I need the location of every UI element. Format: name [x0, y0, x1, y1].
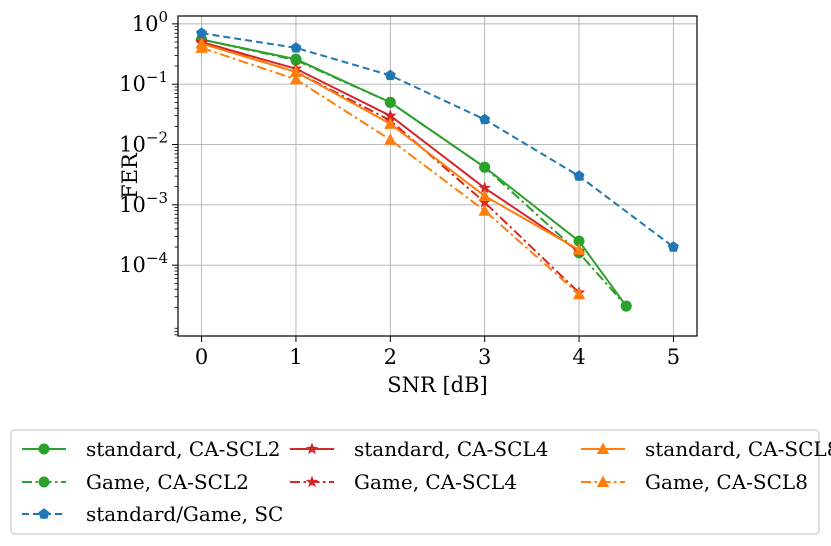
legend-item: standard, CA-SCL2 [22, 437, 280, 461]
legend-label: Game, CA-SCL4 [354, 470, 517, 494]
y-tick-label: 10−1 [119, 68, 168, 96]
plot-area-frame [177, 15, 698, 337]
data-point [572, 287, 586, 300]
y-tick-label: 10−3 [119, 189, 168, 217]
legend-item: Game, CA-SCL4 [290, 470, 517, 494]
data-point [572, 243, 586, 255]
legend-marker [38, 443, 50, 455]
data-point [289, 65, 303, 77]
data-point [290, 54, 302, 66]
series-standard-game-sc [196, 27, 679, 252]
legend-item: Game, CA-SCL2 [22, 470, 249, 494]
series-line [201, 38, 627, 307]
legend-marker [305, 475, 319, 488]
x-axis-label: SNR [dB] [387, 373, 488, 397]
x-tick-label: 0 [195, 345, 208, 369]
y-tick-label: 10−4 [119, 249, 168, 277]
legend-marker [596, 442, 610, 454]
series-standard-ca-scl8 [195, 37, 586, 255]
x-tick-label: 1 [289, 345, 302, 369]
data-point [384, 117, 397, 129]
data-point [573, 235, 585, 247]
series-line [201, 32, 675, 248]
legend-marker [38, 508, 50, 519]
series-line [201, 46, 580, 295]
x-tick-label: 4 [572, 345, 585, 369]
data-point [478, 189, 491, 202]
y-tick-label: 100 [132, 8, 168, 36]
x-tick-label: 2 [384, 345, 397, 369]
data-point [478, 204, 491, 216]
legend-item: standard, CA-SCL8 [581, 437, 831, 461]
x-tick-label: 5 [667, 345, 680, 369]
data-point [667, 241, 679, 252]
series-game-ca-scl8 [195, 41, 586, 300]
legend-label: standard, CA-SCL4 [354, 437, 548, 461]
data-point [384, 69, 396, 81]
legend-label: standard/Game, SC [86, 502, 283, 526]
series-standard-ca-scl2 [196, 34, 632, 312]
data-point [478, 195, 491, 208]
data-point [289, 72, 303, 85]
legend-label: Game, CA-SCL2 [86, 470, 249, 494]
series-line [201, 38, 628, 307]
data-point [479, 161, 491, 173]
series-game-ca-scl2 [196, 34, 632, 312]
x-tick-label: 3 [478, 345, 491, 369]
legend-label: Game, CA-SCL8 [645, 470, 808, 494]
legend-marker [596, 475, 610, 487]
legend-marker [305, 442, 319, 455]
data-point [384, 133, 397, 145]
legend-label: standard, CA-SCL2 [86, 437, 280, 461]
legend-item: Game, CA-SCL8 [581, 470, 808, 494]
data-point [478, 181, 491, 194]
data-point [573, 170, 585, 181]
data-point [196, 27, 208, 38]
legend-frame [10, 429, 820, 535]
data-point [479, 113, 491, 125]
y-tick-label: 10−2 [119, 129, 168, 157]
legend: standard, CA-SCL2 standard, CA-SCL4 standa… [10, 429, 831, 535]
y-axis-label: FER [118, 152, 142, 199]
data-point [384, 96, 396, 108]
axis-ticks: 0 1 2 3 4 5 10−4 10−3 10−2 10−1 100 [119, 8, 680, 369]
legend-item: standard, CA-SCL4 [290, 437, 548, 461]
legend-marker [38, 476, 50, 488]
legend-label: standard, CA-SCL8 [645, 437, 831, 461]
data-point [290, 42, 302, 53]
grid-lines [178, 16, 697, 336]
data-point [620, 300, 632, 312]
legend-item: standard/Game, SC [22, 502, 283, 526]
data-point [195, 41, 208, 53]
series-layer [195, 27, 679, 312]
